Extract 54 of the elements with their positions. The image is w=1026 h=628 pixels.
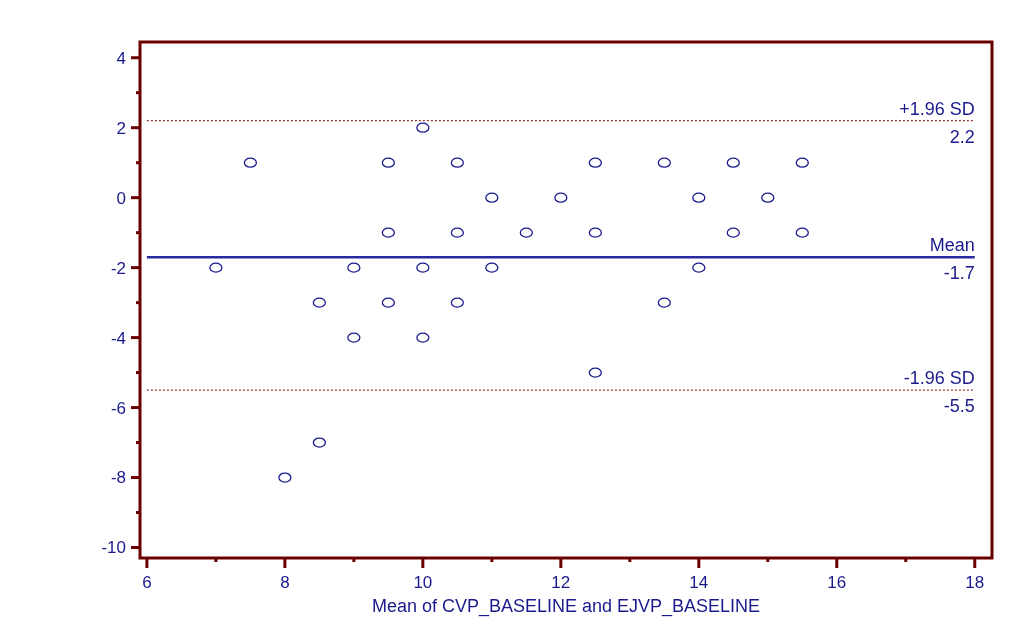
point [347, 262, 361, 273]
y-tick-label: -2 [110, 258, 126, 278]
point [657, 157, 671, 168]
point [416, 122, 430, 133]
x-tick-label: 16 [827, 573, 847, 592]
point [588, 227, 602, 238]
annotation: -5.5 [943, 396, 975, 417]
x-tick-label: 12 [551, 573, 571, 592]
point [692, 262, 706, 273]
y-tick-label: -6 [110, 398, 126, 418]
y-tick-label: 0 [116, 188, 126, 208]
point [519, 227, 533, 238]
point [761, 192, 775, 203]
ref-line-label: +1.96 SD [899, 98, 975, 119]
y-tick-label: -4 [110, 328, 126, 348]
point [588, 367, 602, 378]
point [795, 227, 809, 238]
point [726, 227, 740, 238]
x-tick-label: 6 [142, 573, 152, 592]
point [795, 157, 809, 168]
y-tick-label: -10 [101, 538, 126, 558]
ref-line-label: -1.96 SD [903, 368, 975, 389]
point [416, 332, 430, 343]
x-tick-label: 14 [689, 573, 709, 592]
point [485, 262, 499, 273]
x-tick-label: 18 [965, 573, 985, 592]
point [588, 157, 602, 168]
point [726, 157, 740, 168]
point [312, 297, 327, 308]
point [347, 332, 361, 343]
point [450, 297, 464, 308]
point [381, 297, 396, 308]
point [381, 157, 396, 168]
point [278, 472, 292, 483]
point [450, 157, 464, 168]
point [450, 227, 464, 238]
point [554, 192, 568, 203]
point [243, 157, 258, 168]
point [416, 262, 430, 273]
annotation: 2.2 [949, 126, 975, 147]
y-tick-label: -8 [110, 468, 126, 488]
y-tick-label: 4 [116, 48, 126, 68]
y-tick-label: 2 [116, 118, 126, 138]
point [692, 192, 706, 203]
x-tick-label: 8 [280, 573, 290, 592]
point [485, 192, 499, 203]
x-tick-label: 10 [413, 573, 433, 592]
point [657, 297, 671, 308]
ref-line-label: Mean [929, 235, 975, 256]
annotation: -1.7 [943, 263, 975, 284]
point [312, 437, 327, 448]
point [209, 262, 223, 273]
x-axis-title: Mean of CVP_BASELINE and EJVP_BASELINE [371, 596, 761, 617]
point [381, 227, 396, 238]
